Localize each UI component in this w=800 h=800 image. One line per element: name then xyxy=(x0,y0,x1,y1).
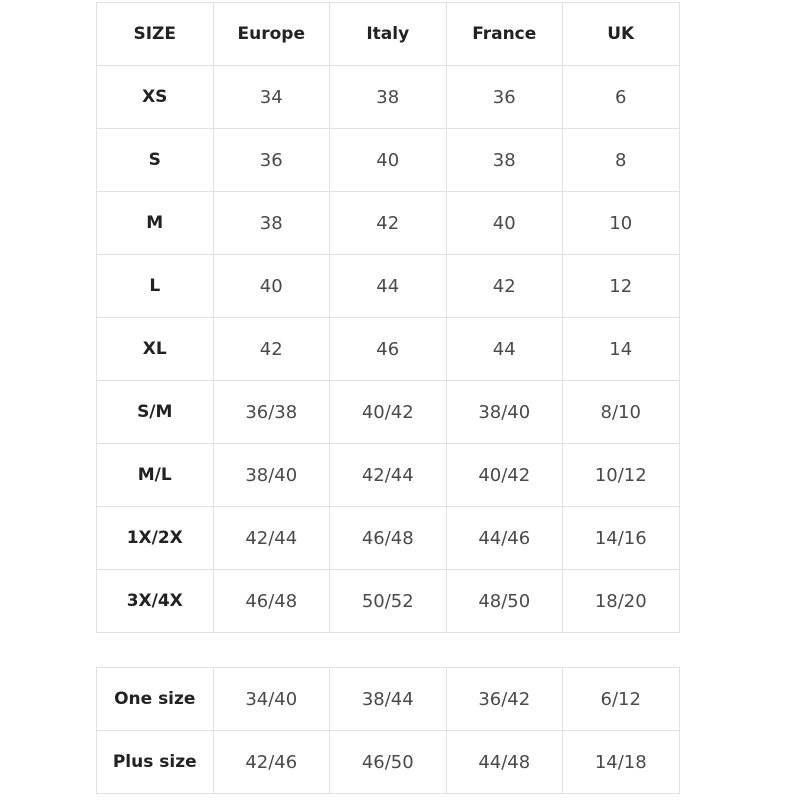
table-cell: 42/44 xyxy=(329,443,447,507)
table-row: M 38 42 40 10 xyxy=(96,191,680,255)
row-label-cell: XL xyxy=(96,317,214,381)
table-cell: 44/48 xyxy=(445,730,563,794)
one-plus-size-table: One size 34/40 38/44 36/42 6/12 Plus size 42/4… xyxy=(96,667,680,794)
table-cell: Europe xyxy=(212,2,330,66)
table-cell: 36/38 xyxy=(212,380,330,444)
table-cell: 38/44 xyxy=(329,667,447,731)
table-cell: 34/40 xyxy=(212,667,330,731)
table-cell: 18/20 xyxy=(562,569,680,633)
table-cell: 44 xyxy=(445,317,563,381)
table-cell: 36 xyxy=(445,65,563,129)
table-cell: 40 xyxy=(445,191,563,255)
row-label-cell: S/M xyxy=(96,380,214,444)
table-cell: 40 xyxy=(329,128,447,192)
table-cell: 6 xyxy=(562,65,680,129)
table-cell: 46/50 xyxy=(329,730,447,794)
row-label-cell: XS xyxy=(96,65,214,129)
row-label-cell: Plus size xyxy=(96,730,214,794)
table-cell: 46 xyxy=(329,317,447,381)
row-label-cell: One size xyxy=(96,667,214,731)
row-label-cell: 1X/2X xyxy=(96,506,214,570)
table-cell: 14/18 xyxy=(562,730,680,794)
table-cell: 40/42 xyxy=(329,380,447,444)
row-label-cell: L xyxy=(96,254,214,318)
table-cell: 42 xyxy=(445,254,563,318)
row-label-cell: M xyxy=(96,191,214,255)
table-cell: 40/42 xyxy=(445,443,563,507)
table-cell: 10/12 xyxy=(562,443,680,507)
table-cell: UK xyxy=(562,2,680,66)
table-cell: 10 xyxy=(562,191,680,255)
table-cell: 36/42 xyxy=(445,667,563,731)
table-cell: 38 xyxy=(329,65,447,129)
table-cell: 42/44 xyxy=(212,506,330,570)
table-cell: 14/16 xyxy=(562,506,680,570)
table-cell: 48/50 xyxy=(445,569,563,633)
size-conversion-table: SIZE Europe Italy France UK XS 34 38 36 6 S 36 40 38 8… xyxy=(96,2,680,633)
table-cell: France xyxy=(445,2,563,66)
table-cell: 42 xyxy=(212,317,330,381)
table-cell: 6/12 xyxy=(562,667,680,731)
table-cell: 44/46 xyxy=(445,506,563,570)
table-row: 1X/2X 42/44 46/48 44/46 14/16 xyxy=(96,506,680,570)
table-cell: 46/48 xyxy=(212,569,330,633)
table-row: One size 34/40 38/44 36/42 6/12 xyxy=(96,667,680,731)
table-cell: Italy xyxy=(329,2,447,66)
table-cell: 8/10 xyxy=(562,380,680,444)
row-label-cell: 3X/4X xyxy=(96,569,214,633)
table-cell: 42 xyxy=(329,191,447,255)
table-cell: 40 xyxy=(212,254,330,318)
table-row: XL 42 46 44 14 xyxy=(96,317,680,381)
table-cell: 36 xyxy=(212,128,330,192)
row-label-cell: S xyxy=(96,128,214,192)
table-row: S/M 36/38 40/42 38/40 8/10 xyxy=(96,380,680,444)
table-cell: 14 xyxy=(562,317,680,381)
table-row: XS 34 38 36 6 xyxy=(96,65,680,129)
table-cell: 50/52 xyxy=(329,569,447,633)
table-cell: 38 xyxy=(445,128,563,192)
header-row: SIZE Europe Italy France UK xyxy=(96,2,680,66)
table-row: M/L 38/40 42/44 40/42 10/12 xyxy=(96,443,680,507)
table-cell: 44 xyxy=(329,254,447,318)
table-cell: 38/40 xyxy=(212,443,330,507)
row-label-cell: M/L xyxy=(96,443,214,507)
table-row: S 36 40 38 8 xyxy=(96,128,680,192)
table-cell: 38/40 xyxy=(445,380,563,444)
table-row: Plus size 42/46 46/50 44/48 14/18 xyxy=(96,730,680,794)
row-label-cell: SIZE xyxy=(96,2,214,66)
table-cell: 8 xyxy=(562,128,680,192)
table-row: 3X/4X 46/48 50/52 48/50 18/20 xyxy=(96,569,680,633)
table-cell: 38 xyxy=(212,191,330,255)
table-cell: 34 xyxy=(212,65,330,129)
table-row: L 40 44 42 12 xyxy=(96,254,680,318)
table-cell: 46/48 xyxy=(329,506,447,570)
table-cell: 12 xyxy=(562,254,680,318)
table-cell: 42/46 xyxy=(212,730,330,794)
